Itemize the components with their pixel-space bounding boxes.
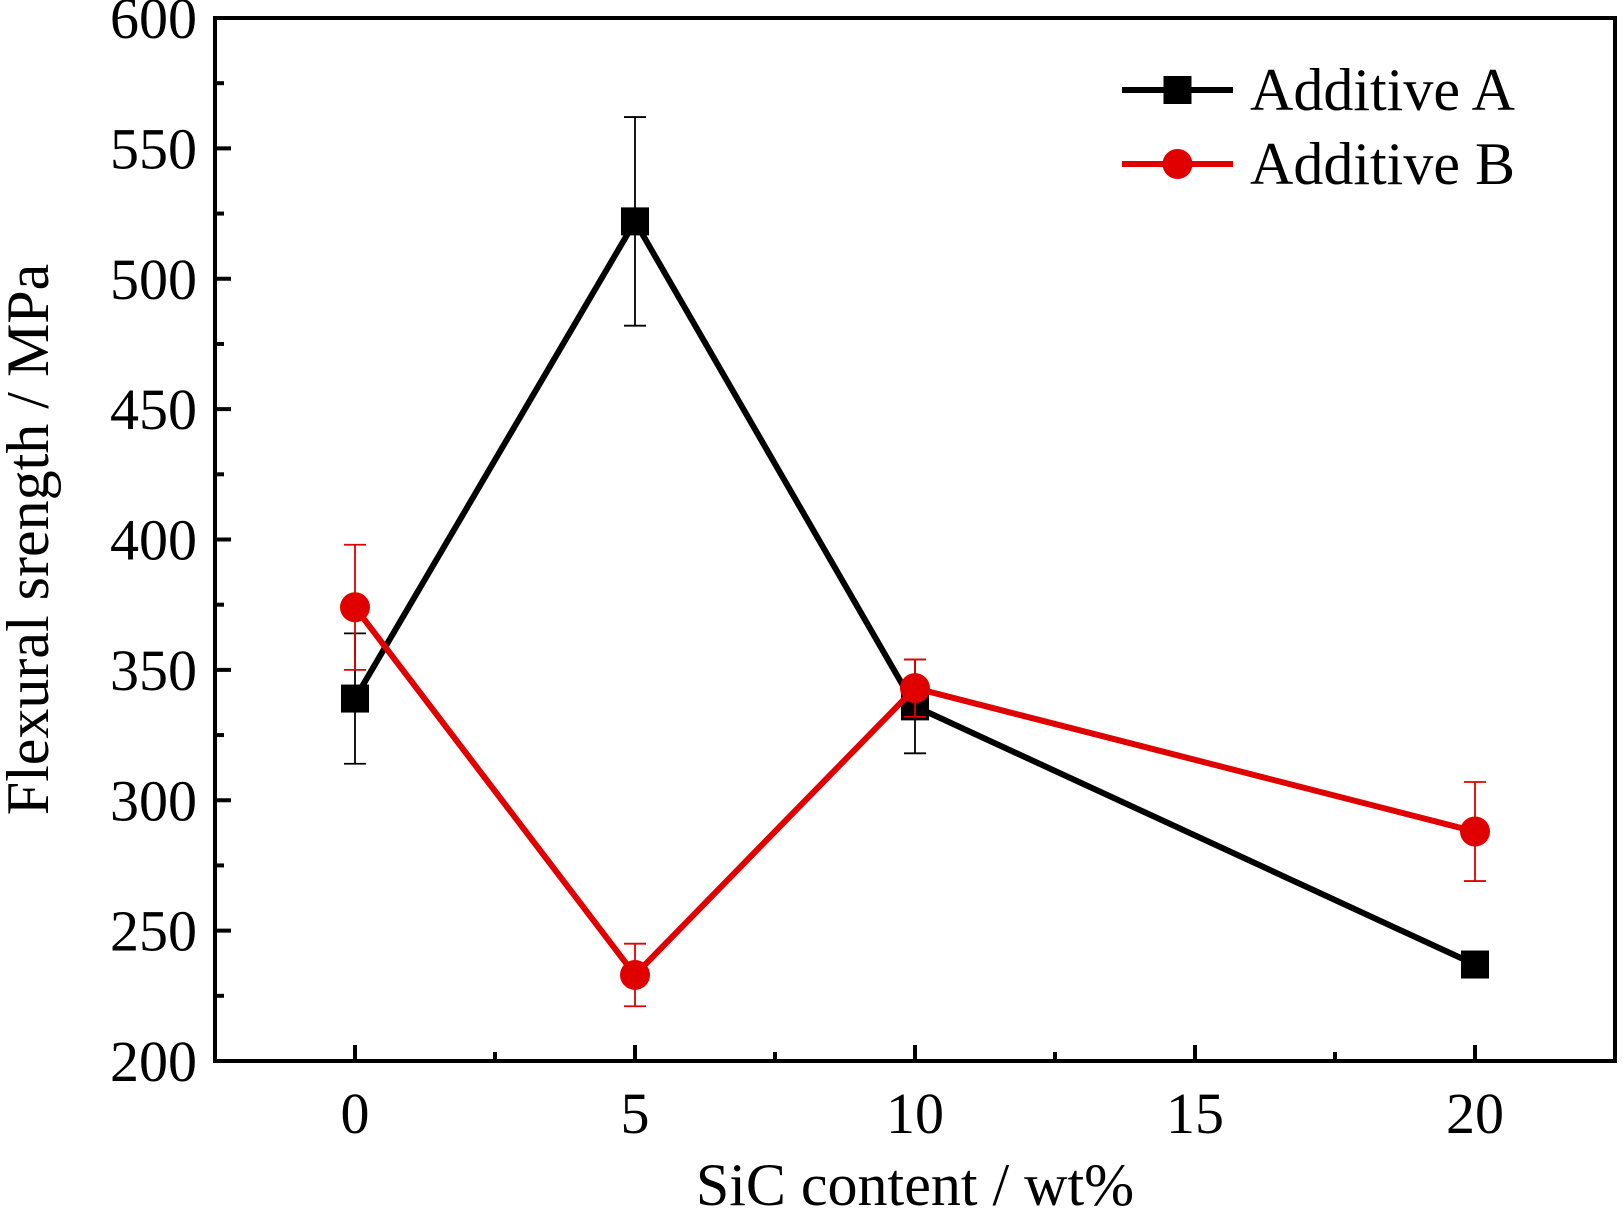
series-line — [352, 215, 1477, 968]
series-line — [352, 605, 1476, 980]
y-tick-label: 550 — [110, 116, 197, 181]
legend-marker — [1162, 149, 1193, 179]
y-tick-label: 250 — [110, 899, 197, 964]
y-tick-label: 350 — [110, 638, 197, 703]
data-point — [621, 207, 649, 236]
x-tick-label: 15 — [1166, 1081, 1224, 1146]
x-tick-label: 10 — [886, 1081, 944, 1146]
legend-marker — [1163, 76, 1192, 104]
series-2 — [340, 543, 1490, 1008]
y-tick-label: 500 — [110, 247, 197, 312]
ticks-layer: 200 250 300 350 400 450 500 550 600 0 5 10 15 20 — [110, 0, 1504, 1146]
data-point — [1461, 950, 1489, 979]
y-tick-label: 400 — [110, 508, 197, 573]
data-point — [900, 673, 930, 704]
data-point — [620, 959, 650, 990]
y-tick-label: 200 — [110, 1029, 197, 1094]
y-tick-label: 300 — [110, 768, 197, 833]
data-point — [340, 592, 370, 623]
y-tick-label: 600 — [110, 0, 197, 51]
x-axis-title: SiC content / wt% — [696, 1152, 1134, 1216]
x-tick-label: 5 — [621, 1081, 650, 1146]
legend: Additive A Additive B — [1122, 57, 1515, 197]
y-axis-title: Flexural srength / MPa — [0, 264, 61, 816]
legend-label: Additive B — [1250, 131, 1515, 197]
x-tick-label: 0 — [341, 1081, 370, 1146]
data-point — [1460, 816, 1490, 847]
data-point — [341, 684, 369, 713]
series-layer — [340, 116, 1490, 1008]
y-tick-label: 450 — [110, 377, 197, 442]
legend-label: Additive A — [1250, 57, 1515, 123]
x-tick-label: 20 — [1446, 1081, 1504, 1146]
series-1 — [341, 116, 1489, 979]
